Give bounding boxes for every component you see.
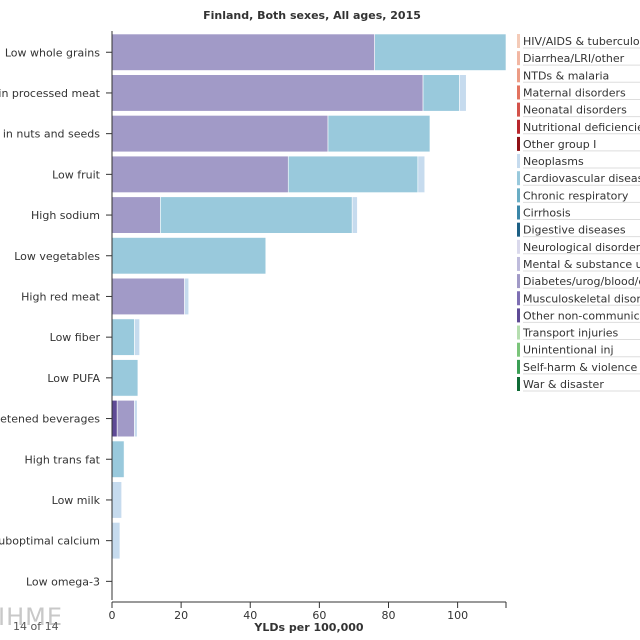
legend-label[interactable]: Other group I — [523, 138, 596, 151]
bar-4-series-1[interactable] — [111, 196, 161, 234]
legend-swatch[interactable] — [517, 342, 520, 357]
bar-7-series-3[interactable] — [134, 318, 140, 356]
x-tick-label: 60 — [312, 609, 326, 622]
y-tick-label: Diet high in processed meat — [0, 87, 101, 100]
legend-label[interactable]: HIV/AIDS & tuberculosis — [523, 35, 640, 48]
y-tick-label: Low milk — [52, 494, 101, 507]
bar-6-series-1[interactable] — [111, 277, 185, 316]
x-tick-label: 40 — [243, 609, 257, 622]
y-tick-label: High trans fat — [25, 453, 101, 466]
bar-3-series-2[interactable] — [287, 155, 419, 193]
legend-label[interactable]: NTDs & malaria — [523, 69, 609, 82]
x-axis: 0 20 40 60 80 100 — [109, 601, 507, 622]
bar-0-series-2[interactable] — [374, 33, 507, 71]
y-tick-label: High sodium — [31, 209, 100, 222]
legend-swatch[interactable] — [517, 256, 520, 271]
y-tick-label: Low vegetables — [14, 250, 100, 263]
legend-label[interactable]: Neurological disorders — [523, 241, 640, 254]
y-axis: Low whole grains Diet high in processed m… — [0, 31, 113, 600]
legend-swatch[interactable] — [517, 136, 520, 151]
legend-label[interactable]: Cirrhosis — [523, 207, 571, 220]
legend-label[interactable]: Neonatal disorders — [523, 104, 627, 117]
x-tick-label: 80 — [381, 609, 395, 622]
bar-9-series-0[interactable] — [111, 399, 118, 438]
legend-swatch[interactable] — [517, 274, 520, 289]
legend-label[interactable]: War & disaster — [523, 378, 604, 391]
legend-swatch[interactable] — [517, 85, 520, 100]
legend-label[interactable]: Nutritional deficiencies — [523, 121, 640, 134]
x-tick-label: 20 — [174, 609, 188, 622]
bar-7-series-2[interactable] — [111, 318, 135, 356]
legend-label[interactable]: Diarrhea/LRI/other — [523, 52, 625, 65]
legend-label[interactable]: Transport injuries — [522, 327, 619, 340]
x-axis-label: YLDs per 100,000 — [253, 621, 364, 634]
bar-4-series-2[interactable] — [160, 196, 353, 234]
bar-6-series-3[interactable] — [184, 277, 190, 316]
legend-swatch[interactable] — [517, 359, 520, 374]
y-tick-label: Low fiber — [50, 331, 101, 344]
legend-swatch[interactable] — [517, 188, 520, 203]
bars-layer — [111, 33, 507, 560]
bar-11-series-3[interactable] — [111, 481, 122, 519]
ihme-watermark: IHME — [0, 603, 63, 631]
bar-9-series-1[interactable] — [116, 399, 135, 438]
legend-swatch[interactable] — [517, 34, 520, 48]
bar-3-series-3[interactable] — [417, 155, 426, 193]
bar-5-series-2[interactable] — [111, 237, 267, 275]
legend-swatch[interactable] — [517, 325, 520, 340]
legend-label[interactable]: Cardiovascular diseases — [523, 172, 640, 185]
y-tick-label: Low omega-3 — [26, 575, 100, 588]
legend-label[interactable]: Other non-communicable — [523, 309, 640, 322]
legend-swatch[interactable] — [517, 102, 520, 117]
legend-label[interactable]: Diabetes/urog/blood/endo — [523, 275, 640, 288]
legend-swatch[interactable] — [517, 171, 520, 186]
y-tick-label: Diet low in nuts and seeds — [0, 128, 100, 141]
legend-swatch[interactable] — [517, 291, 520, 306]
bar-2-series-2[interactable] — [327, 115, 431, 153]
bar-3-series-1[interactable] — [111, 155, 289, 193]
chart-title: Finland, Both sexes, All ages, 2015 — [203, 9, 421, 22]
y-tick-label: Low fruit — [52, 168, 101, 181]
legend-swatch[interactable] — [517, 222, 520, 237]
legend-swatch[interactable] — [517, 205, 520, 220]
bar-10-series-2[interactable] — [111, 440, 125, 478]
legend-swatch[interactable] — [517, 119, 520, 134]
legend-label[interactable]: Maternal disorders — [523, 86, 626, 99]
legend-label[interactable]: Digestive diseases — [523, 224, 626, 237]
bar-9-series-3[interactable] — [134, 399, 138, 438]
y-tick-label: Suboptimal calcium — [0, 535, 100, 548]
bar-12-series-3[interactable] — [111, 522, 121, 560]
legend[interactable]: HIV/AIDS & tuberculosis Diarrhea/LRI/othe… — [517, 34, 640, 392]
legend-swatch[interactable] — [517, 308, 520, 323]
legend-label[interactable]: Mental & substance use — [523, 258, 640, 271]
x-tick-label: 0 — [109, 609, 116, 622]
bar-0-series-1[interactable] — [111, 33, 375, 71]
legend-swatch[interactable] — [517, 239, 520, 254]
bar-2-series-1[interactable] — [111, 115, 329, 153]
legend-label[interactable]: Unintentional inj — [523, 344, 614, 357]
bar-1-series-3[interactable] — [459, 74, 467, 112]
legend-swatch[interactable] — [517, 51, 520, 66]
bar-1-series-2[interactable] — [422, 74, 460, 112]
y-tick-label: Low PUFA — [47, 372, 100, 385]
legend-swatch[interactable] — [517, 377, 520, 391]
x-tick-label: 100 — [447, 609, 468, 622]
bar-4-series-3[interactable] — [351, 196, 358, 234]
legend-swatch[interactable] — [517, 68, 520, 83]
y-tick-label: Low whole grains — [5, 46, 100, 59]
legend-label[interactable]: Musculoskeletal disorders — [523, 292, 640, 305]
page-indicator[interactable]: 14 of 14 — [13, 620, 59, 633]
legend-label[interactable]: Self-harm & violence — [523, 361, 638, 374]
legend-swatch[interactable] — [517, 154, 520, 169]
y-tick-label: Sugar-sweetened beverages — [0, 413, 100, 426]
legend-label[interactable]: Neoplasms — [523, 155, 584, 168]
y-tick-label: High red meat — [21, 290, 101, 303]
bar-8-series-2[interactable] — [111, 359, 139, 397]
legend-label[interactable]: Chronic respiratory — [523, 189, 629, 202]
bar-1-series-1[interactable] — [111, 74, 424, 112]
